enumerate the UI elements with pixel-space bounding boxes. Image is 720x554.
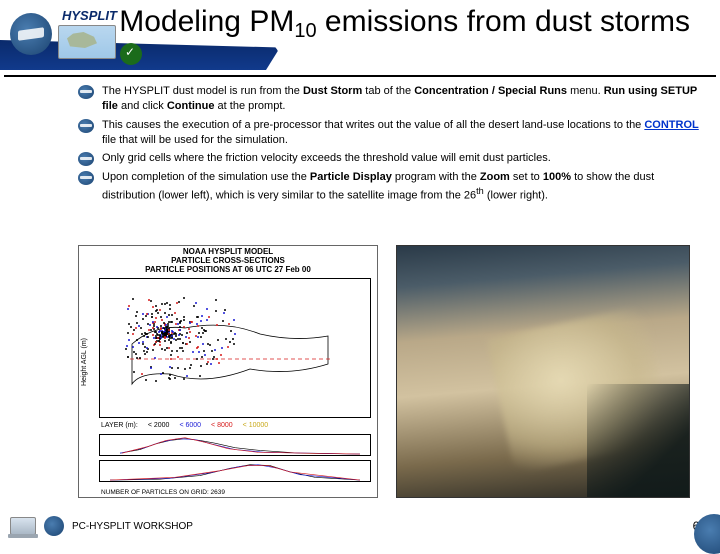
slide-header: HYSPLIT Modeling PM10 emissions from dus… [0, 0, 720, 80]
bullet-icon [78, 119, 94, 133]
bullet-item: This causes the execution of a pre-proce… [78, 118, 702, 148]
figures-row: NOAA HYSPLIT MODEL PARTICLE CROSS-SECTIO… [78, 245, 690, 498]
bullet-icon [78, 171, 94, 185]
bullet-text: This causes the execution of a pre-proce… [102, 118, 702, 148]
footer-left: PC-HYSPLIT WORKSHOP [10, 516, 193, 536]
corner-noaa-icon [694, 514, 720, 554]
chart-sub-latitude [99, 460, 371, 482]
fig-left-title: NOAA HYSPLIT MODEL PARTICLE CROSS-SECTIO… [79, 246, 377, 276]
bird-logo-icon [120, 43, 142, 65]
bullet-item: The HYSPLIT dust model is run from the D… [78, 84, 702, 114]
particle-crosssection-figure: NOAA HYSPLIT MODEL PARTICLE CROSS-SECTIO… [78, 245, 378, 498]
ocean-dark-overlay [587, 384, 689, 497]
bullet-item: Upon completion of the simulation use th… [78, 170, 702, 203]
bullet-text: Upon completion of the simulation use th… [102, 170, 702, 203]
bullet-item: Only grid cells where the friction veloc… [78, 151, 702, 166]
footer-workshop-text: PC-HYSPLIT WORKSHOP [72, 521, 193, 532]
fig-title-3: PARTICLE POSITIONS AT 06 UTC 27 Feb 00 [79, 266, 377, 275]
bullet-text: Only grid cells where the friction veloc… [102, 151, 702, 166]
particle-scatter [125, 297, 265, 392]
chart-sub-longitude [99, 434, 371, 456]
bullet-text: The HYSPLIT dust model is run from the D… [102, 84, 702, 114]
footer-noaa-icon [44, 516, 64, 536]
fig-bottom-caption: NUMBER OF PARTICLES ON GRID: 2639 [101, 489, 225, 496]
title-underline [4, 75, 716, 77]
chart-main-panel [99, 278, 371, 418]
bullet-list: The HYSPLIT dust model is run from the D… [78, 84, 702, 208]
bullet-icon [78, 152, 94, 166]
slide-title: Modeling PM10 emissions from dust storms [119, 6, 690, 42]
minimap-icon [58, 25, 116, 59]
noaa-logo-icon [10, 13, 52, 55]
legend-row: LAYER (m):< 2000< 6000< 8000< 10000 [101, 422, 369, 429]
slide-footer: PC-HYSPLIT WORKSHOP 6-6 [0, 512, 720, 540]
yaxis-label: Height AGL (m) [81, 338, 88, 386]
laptop-icon [10, 517, 36, 535]
bullet-icon [78, 85, 94, 99]
satellite-image [396, 245, 690, 498]
